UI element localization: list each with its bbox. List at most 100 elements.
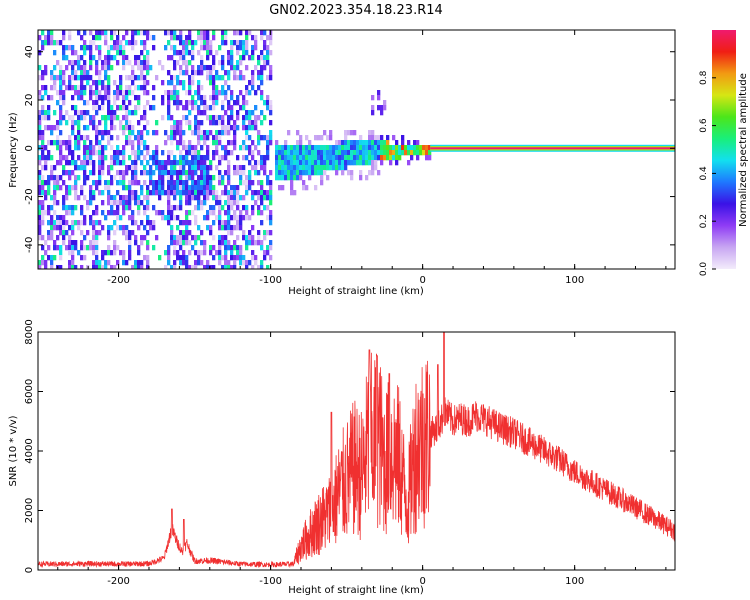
spectrogram-cell: [125, 110, 129, 116]
spectrogram-cell: [404, 150, 408, 156]
spectrogram-cell: [89, 185, 93, 191]
spectrogram-cell: [371, 160, 375, 166]
spectrogram-cell: [146, 145, 150, 151]
spectrogram-cell: [257, 195, 261, 201]
colorbar-tick-label: 0.6: [699, 118, 709, 133]
spectrogram-cell: [371, 95, 375, 101]
spectrogram-cell: [191, 155, 195, 161]
spectrogram-cell: [206, 55, 210, 61]
spectrogram-cell: [182, 130, 186, 136]
spectrogram-cell: [206, 265, 210, 269]
spectrogram-cell: [92, 165, 96, 171]
spectrogram-cell: [248, 30, 252, 36]
spectrogram-cell: [119, 50, 123, 56]
spectrogram-cell: [74, 140, 78, 146]
spectrogram-cell: [125, 185, 129, 191]
spectrogram-cell: [110, 165, 114, 171]
spectrogram-cell: [131, 80, 135, 86]
spectrogram-cell: [86, 200, 90, 206]
spectrogram-cell: [74, 70, 78, 76]
x-tick-label: -100: [259, 576, 282, 587]
spectrogram-cell: [122, 160, 126, 166]
spectrogram-cell: [113, 240, 117, 246]
spectrogram-cell: [263, 155, 267, 161]
spectrogram-cell: [122, 45, 126, 51]
x-tick-label: -200: [107, 576, 130, 587]
spectrogram-cell: [215, 100, 219, 106]
spectrogram-cell: [227, 120, 231, 126]
spectrogram-cell: [113, 150, 117, 156]
spectrogram-cell: [218, 210, 222, 216]
spectrogram-cell: [188, 50, 192, 56]
spectrogram-cell: [119, 225, 123, 231]
spectrogram-cell: [194, 205, 198, 211]
spectrogram-cell: [116, 90, 120, 96]
spectrogram-cell: [119, 170, 123, 176]
spectrogram-cell: [143, 110, 147, 116]
spectrogram-cell: [116, 40, 120, 46]
spectrogram-cell: [161, 175, 165, 181]
spectrogram-cell: [218, 75, 222, 81]
spectrogram-cell: [38, 115, 42, 121]
spectrogram-cell: [320, 165, 324, 171]
spectrogram-cell: [239, 70, 243, 76]
spectrogram-cell: [323, 165, 327, 171]
spectrogram-cell: [71, 265, 75, 269]
spectrogram-cell: [80, 90, 84, 96]
spectrogram-cell: [176, 185, 180, 191]
spectrogram-cell: [110, 65, 114, 71]
spectrogram-cell: [323, 145, 327, 151]
carrier-band-core: [430, 147, 675, 150]
spectrogram-cell: [176, 75, 180, 81]
spectrogram-cell: [164, 265, 168, 269]
spectrogram-cell: [281, 165, 285, 171]
spectrogram-cell: [50, 230, 54, 236]
spectrogram-cell: [146, 170, 150, 176]
spectrogram-cell: [194, 40, 198, 46]
spectrogram-cell: [95, 140, 99, 146]
spectrogram-cell: [44, 180, 48, 186]
spectrogram-cell: [206, 65, 210, 71]
spectrogram-cell: [137, 120, 141, 126]
spectrogram-cell: [173, 130, 177, 136]
spectrogram-cell: [242, 120, 246, 126]
spectrogram-cell: [50, 95, 54, 101]
spectrogram-cell: [236, 235, 240, 241]
spectrogram-cell: [155, 235, 159, 241]
spectrogram-cell: [197, 160, 201, 166]
spectrogram-cell: [68, 60, 72, 66]
spectrogram-cell: [68, 235, 72, 241]
spectrogram-cell: [98, 80, 102, 86]
spectrogram-cell: [239, 55, 243, 61]
spectrogram-cell: [80, 70, 84, 76]
spectrogram-cell: [107, 85, 111, 91]
spectrogram-cell: [197, 90, 201, 96]
spectrogram-cell: [287, 145, 291, 151]
spectrogram-cell: [326, 175, 330, 181]
spectrogram-cell: [218, 140, 222, 146]
spectrogram-cell: [86, 80, 90, 86]
spectrogram-cell: [50, 215, 54, 221]
spectrogram-cell: [107, 185, 111, 191]
spectrogram-cell: [173, 90, 177, 96]
spectrogram-cell: [71, 245, 75, 251]
spectrogram-cell: [326, 155, 330, 161]
spectrogram-cell: [179, 220, 183, 226]
spectrogram-cell: [68, 185, 72, 191]
spectrogram-cell: [224, 110, 228, 116]
spectrogram-cell: [125, 260, 129, 266]
spectrogram-cell: [128, 75, 132, 81]
spectrogram-cell: [104, 115, 108, 121]
spectrogram-cell: [239, 215, 243, 221]
spectrogram-cell: [302, 150, 306, 156]
spectrogram-cell: [182, 230, 186, 236]
spectrogram-cell: [230, 110, 234, 116]
spectrogram-cell: [143, 165, 147, 171]
spectrogram-cell: [50, 40, 54, 46]
spectrogram-cell: [62, 180, 66, 186]
spectrogram-cell: [89, 90, 93, 96]
spectrogram-cell: [77, 220, 81, 226]
spectrogram-cell: [200, 95, 204, 101]
spectrogram-cell: [221, 255, 225, 261]
spectrogram-cell: [107, 230, 111, 236]
